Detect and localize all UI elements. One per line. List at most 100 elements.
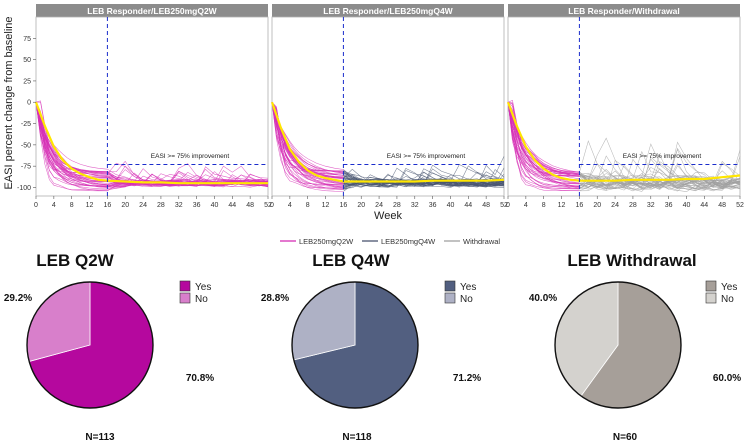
facet-panel-q4w: LEB Responder/LEB250mgQ4W EASI >= 75% im… — [270, 4, 508, 209]
individual-trace — [507, 102, 580, 173]
facet-strip-q4w — [272, 4, 504, 17]
x-ticks-q2w: 0 4 8 12 16 20 24 28 32 36 40 44 48 52 — [34, 196, 272, 209]
pie-legend-label-yes-withdrawal: Yes — [721, 282, 737, 293]
pie-legend-label-no-q2w: No — [195, 294, 208, 305]
x-tick-label: 48 — [246, 202, 254, 209]
x-tick-label: 52 — [736, 202, 744, 209]
x-tick-label: 20 — [121, 202, 129, 209]
facet-strip-withdrawal — [508, 4, 740, 17]
x-tick-label: 12 — [86, 202, 94, 209]
pie-legend-key-no-withdrawal — [705, 292, 717, 304]
individual-trace — [107, 163, 269, 185]
x-tick-label: 0 — [270, 202, 274, 209]
pie-legend-key-no-q4w — [444, 292, 456, 304]
x-tick-label: 0 — [506, 202, 510, 209]
x-tick-label: 8 — [542, 202, 546, 209]
mean-trend-line — [270, 101, 505, 183]
x-tick-label: 24 — [375, 202, 383, 209]
legend-label-q2w: LEB250mgQ2W — [299, 237, 354, 246]
pie-label-no-q4w: 28.8% — [261, 293, 289, 304]
individual-trace — [271, 102, 344, 192]
x-tick-label: 36 — [193, 202, 201, 209]
x-tick-label: 16 — [339, 202, 347, 209]
individual-trace — [343, 176, 505, 188]
facet-title-q2w: LEB Responder/LEB250mgQ2W — [87, 6, 217, 16]
pie-legend-label-no-withdrawal: No — [721, 294, 734, 305]
x-tick-label: 44 — [700, 202, 708, 209]
x-tick-label: 4 — [288, 202, 292, 209]
x-tick-label: 40 — [683, 202, 691, 209]
pie-slices-q2w — [26, 281, 154, 409]
pie-legend-key-yes-q4w — [444, 280, 456, 292]
individual-trace — [271, 102, 344, 187]
x-tick-label: 28 — [157, 202, 165, 209]
x-tick-label: 0 — [34, 202, 38, 209]
x-tick-label: 8 — [70, 202, 74, 209]
x-tick-label: 44 — [228, 202, 236, 209]
y-axis-title: EASI percent change from baseline — [3, 16, 15, 189]
legend-label-withdrawal: Withdrawal — [463, 237, 500, 246]
y-tick-label: 25 — [23, 78, 31, 85]
plot-area-q4w — [271, 16, 505, 197]
pie-outline — [554, 281, 682, 409]
individual-trace — [271, 102, 344, 189]
x-tick-label: 12 — [558, 202, 566, 209]
pie-n-q2w: N=113 — [85, 432, 115, 442]
individual-trace — [579, 176, 741, 190]
individual-trace — [507, 102, 580, 176]
individual-trace — [35, 102, 108, 185]
y-tick-label: 50 — [23, 57, 31, 64]
individual-trace — [507, 102, 580, 190]
lines-withdrawal — [506, 100, 741, 192]
pie-legend-label-yes-q2w: Yes — [195, 282, 211, 293]
individual-trace — [579, 177, 741, 190]
pie-legend-key-yes-withdrawal — [705, 280, 717, 292]
individual-trace — [343, 164, 505, 192]
y-tick-label: -25 — [21, 121, 31, 128]
individual-trace — [343, 177, 505, 188]
individual-trace — [271, 102, 344, 181]
y-tick-label: 75 — [23, 36, 31, 43]
pie-legend-key-no-q2w — [179, 292, 191, 304]
facet-panel-withdrawal: LEB Responder/Withdrawal EASI >= 75% imp… — [506, 4, 744, 209]
x-axis-title: Week — [374, 210, 402, 222]
x-tick-label: 28 — [393, 202, 401, 209]
pie-n-q4w: N=118 — [342, 432, 372, 442]
individual-trace — [507, 102, 580, 187]
x-tick-label: 52 — [264, 202, 272, 209]
threshold-label-q2w: EASI >= 75% improvement — [151, 153, 230, 160]
x-tick-label: 4 — [52, 202, 56, 209]
x-ticks-q4w: 0 4 8 12 16 20 24 28 32 36 40 44 48 52 — [270, 196, 508, 209]
individual-trace — [507, 102, 580, 187]
x-tick-label: 48 — [718, 202, 726, 209]
individual-trace — [35, 102, 108, 185]
x-tick-label: 40 — [211, 202, 219, 209]
x-tick-label: 40 — [447, 202, 455, 209]
y-axis-ticks: -100 -75 -50 -25 0 25 50 75 — [17, 36, 36, 192]
x-tick-label: 32 — [175, 202, 183, 209]
pie-outline — [26, 281, 154, 409]
x-tick-label: 52 — [500, 202, 508, 209]
individual-trace — [271, 102, 344, 185]
x-tick-label: 20 — [593, 202, 601, 209]
pie-title-q4w: LEB Q4W — [312, 251, 390, 270]
individual-trace — [507, 102, 580, 175]
individual-trace — [579, 174, 741, 189]
y-tick-label: -75 — [21, 164, 31, 171]
pie-legend-label-yes-q4w: Yes — [460, 282, 476, 293]
threshold-label-withdrawal: EASI >= 75% improvement — [623, 153, 702, 160]
individual-trace — [343, 168, 505, 187]
mean-trend-line — [34, 101, 268, 185]
x-tick-label: 36 — [665, 202, 673, 209]
pie-label-yes-withdrawal: 60.0% — [713, 373, 741, 384]
x-tick-label: 16 — [103, 202, 111, 209]
x-tick-label: 32 — [647, 202, 655, 209]
x-tick-label: 28 — [629, 202, 637, 209]
facet-strip-q2w — [36, 4, 268, 17]
pie-title-withdrawal: LEB Withdrawal — [567, 251, 696, 270]
pie-legend-key-yes-q2w — [179, 280, 191, 292]
individual-trace — [579, 180, 741, 190]
facet-title-q4w: LEB Responder/LEB250mgQ4W — [323, 6, 453, 16]
individual-trace — [107, 174, 269, 186]
x-tick-label: 16 — [575, 202, 583, 209]
